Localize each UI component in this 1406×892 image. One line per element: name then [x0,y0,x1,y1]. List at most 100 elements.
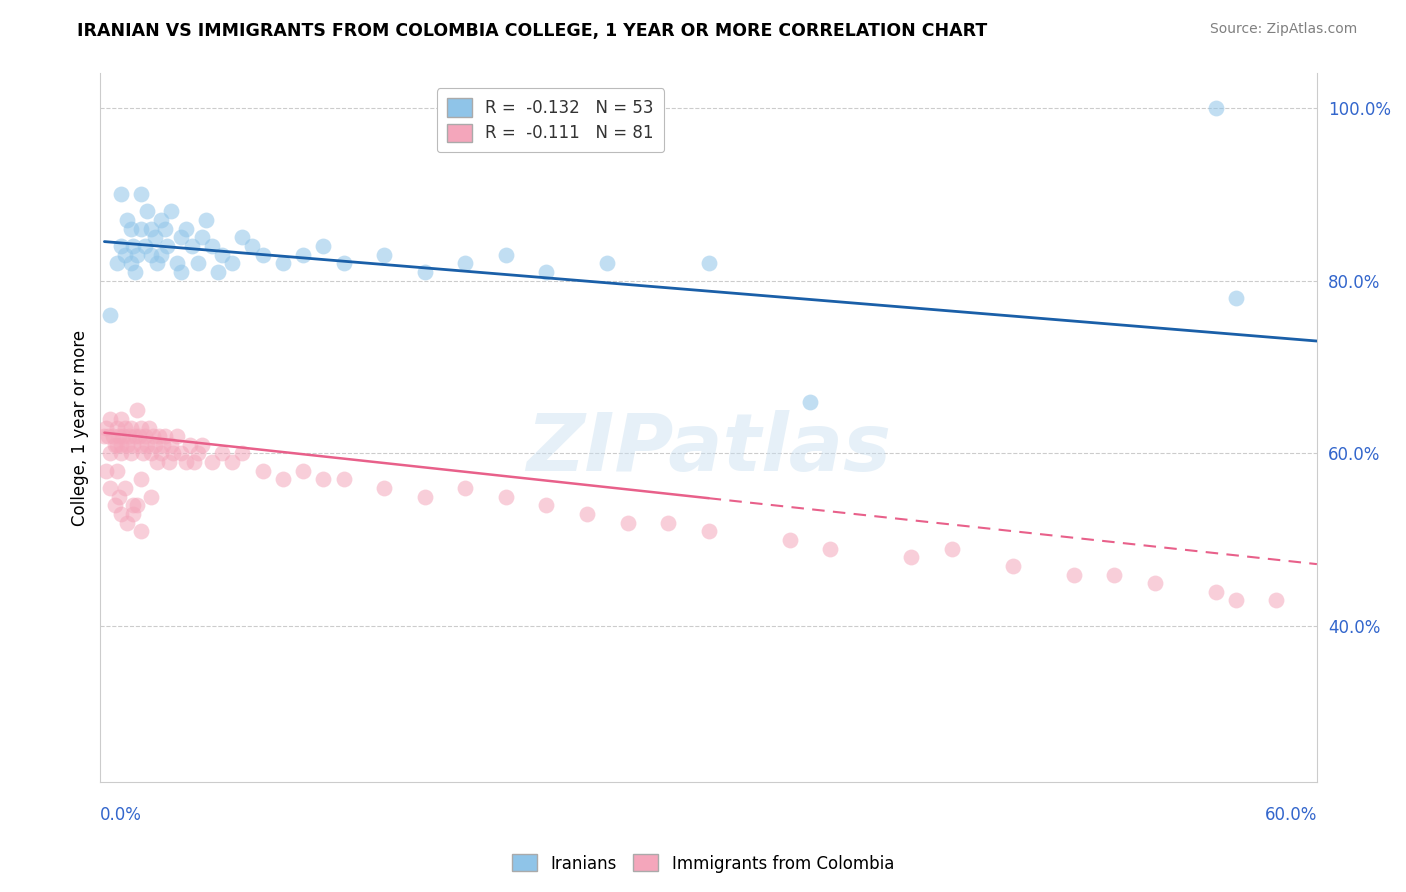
Point [170,446,193,460]
Point [143,438,166,452]
Point [129,221,152,235]
Point [125,247,148,261]
Point [115,438,138,452]
Point [97,429,120,443]
Point [105,464,128,478]
Point [271,472,294,486]
Legend: Iranians, Immigrants from Colombia: Iranians, Immigrants from Colombia [505,847,901,880]
Point [211,247,233,261]
Point [155,429,177,443]
Point [616,516,638,530]
Point [129,438,152,452]
Point [657,516,679,530]
Point [114,481,136,495]
Point [129,524,152,539]
Point [207,265,229,279]
Point [174,221,197,235]
Point [129,420,152,434]
Point [125,499,148,513]
Point [900,550,922,565]
Point [129,472,152,486]
Point [187,256,209,270]
Point [100,481,122,495]
Point [139,490,162,504]
Point [118,429,141,443]
Text: Source: ZipAtlas.com: Source: ZipAtlas.com [1209,22,1357,37]
Point [155,221,177,235]
Point [292,247,315,261]
Point [413,490,436,504]
Point [190,438,212,452]
Point [1102,567,1125,582]
Point [1063,567,1085,582]
Point [150,247,173,261]
Point [179,438,201,452]
Point [121,507,143,521]
Point [103,499,125,513]
Point [779,533,801,547]
Point [454,256,477,270]
Point [134,429,156,443]
Point [157,455,180,469]
Point [799,394,821,409]
Point [120,420,142,434]
Point [697,524,720,539]
Point [166,256,188,270]
Point [129,187,152,202]
Point [124,265,146,279]
Point [96,420,118,434]
Point [160,204,183,219]
Point [105,438,128,452]
Point [575,507,598,521]
Point [110,239,132,253]
Point [96,464,118,478]
Point [138,420,160,434]
Point [146,256,169,270]
Point [160,438,183,452]
Text: 0.0%: 0.0% [100,806,142,824]
Point [100,446,122,460]
Point [100,412,122,426]
Point [121,499,143,513]
Point [125,403,148,417]
Point [1265,593,1288,607]
Point [1205,584,1227,599]
Point [292,464,315,478]
Point [536,265,558,279]
Point [332,256,354,270]
Point [162,446,184,460]
Point [150,213,173,227]
Point [132,446,155,460]
Point [211,446,233,460]
Point [231,230,253,244]
Point [100,308,122,322]
Point [124,429,146,443]
Point [152,438,174,452]
Point [252,464,274,478]
Point [174,455,197,469]
Point [103,438,125,452]
Point [150,446,173,460]
Point [454,481,477,495]
Point [1143,576,1166,591]
Point [105,256,128,270]
Point [373,481,395,495]
Point [134,239,156,253]
Point [820,541,842,556]
Point [536,499,558,513]
Text: 60.0%: 60.0% [1264,806,1317,824]
Point [596,256,619,270]
Point [242,239,264,253]
Point [190,230,212,244]
Point [93,429,115,443]
Point [110,507,132,521]
Point [146,455,169,469]
Point [166,429,188,443]
Point [332,472,354,486]
Point [180,239,202,253]
Point [139,446,162,460]
Y-axis label: College, 1 year or more: College, 1 year or more [72,329,89,525]
Point [373,247,395,261]
Point [252,247,274,261]
Point [221,256,243,270]
